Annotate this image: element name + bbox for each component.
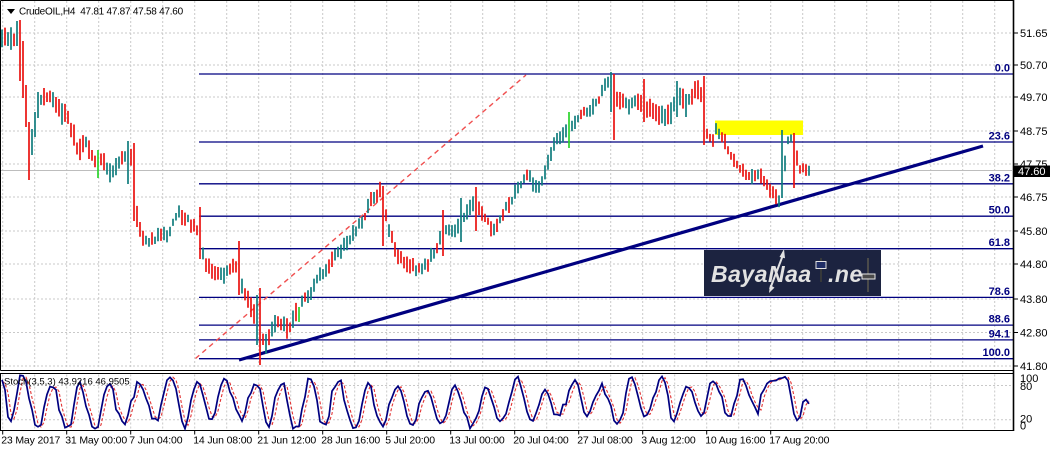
svg-text:45.80: 45.80 xyxy=(1020,226,1048,238)
svg-text:50.70: 50.70 xyxy=(1020,60,1048,72)
svg-text:20: 20 xyxy=(1020,413,1032,425)
svg-text:61.8: 61.8 xyxy=(989,237,1010,249)
svg-text:3 Aug 12:00: 3 Aug 12:00 xyxy=(641,435,696,447)
svg-text:BayaNaa: BayaNaa xyxy=(711,261,812,287)
svg-text:49.70: 49.70 xyxy=(1020,92,1048,104)
svg-text:78.6: 78.6 xyxy=(989,286,1010,298)
svg-text:14 Jun 08:00: 14 Jun 08:00 xyxy=(193,435,252,447)
svg-text:48.75: 48.75 xyxy=(1020,126,1048,138)
svg-text:50.0: 50.0 xyxy=(989,205,1010,217)
svg-text:27 Jul 08:00: 27 Jul 08:00 xyxy=(577,435,633,447)
svg-text:100.0: 100.0 xyxy=(982,347,1010,359)
svg-text:17 Aug 20:00: 17 Aug 20:00 xyxy=(769,435,829,447)
svg-text:.ne: .ne xyxy=(828,261,863,287)
svg-text:CrudeOIL,H4 47.81 47.87 47.58: CrudeOIL,H4 47.81 47.87 47.58 47.60 xyxy=(19,7,184,18)
svg-text:23 May 2017: 23 May 2017 xyxy=(1,435,60,447)
svg-text:51.65: 51.65 xyxy=(1020,28,1048,40)
svg-text:42.80: 42.80 xyxy=(1020,327,1048,339)
svg-text:10 Aug 16:00: 10 Aug 16:00 xyxy=(705,435,765,447)
svg-text:0.0: 0.0 xyxy=(995,63,1010,75)
svg-text:0: 0 xyxy=(1020,420,1026,432)
svg-text:23.6: 23.6 xyxy=(989,131,1010,143)
svg-text:Stoch(3,5,3) 43.9216 46.9505: Stoch(3,5,3) 43.9216 46.9505 xyxy=(4,377,130,388)
svg-text:47.60: 47.60 xyxy=(1018,166,1046,178)
svg-text:28 Jun 16:00: 28 Jun 16:00 xyxy=(321,435,380,447)
svg-text:5 Jul 20:00: 5 Jul 20:00 xyxy=(385,435,435,447)
svg-text:46.75: 46.75 xyxy=(1020,192,1048,204)
svg-text:100: 100 xyxy=(1020,373,1038,385)
svg-text:41.80: 41.80 xyxy=(1020,361,1048,373)
svg-text:20 Jul 04:00: 20 Jul 04:00 xyxy=(513,435,569,447)
svg-text:80: 80 xyxy=(1020,381,1032,393)
svg-text:88.6: 88.6 xyxy=(989,314,1010,326)
svg-text:43.80: 43.80 xyxy=(1020,294,1048,306)
svg-text:94.1: 94.1 xyxy=(989,328,1010,340)
svg-text:21 Jun 12:00: 21 Jun 12:00 xyxy=(257,435,316,447)
svg-text:13 Jul 00:00: 13 Jul 00:00 xyxy=(449,435,505,447)
svg-text:38.2: 38.2 xyxy=(989,172,1010,184)
svg-text:7 Jun 04:00: 7 Jun 04:00 xyxy=(129,435,183,447)
svg-text:31 May 00:00: 31 May 00:00 xyxy=(65,435,127,447)
svg-text:44.80: 44.80 xyxy=(1020,259,1048,271)
